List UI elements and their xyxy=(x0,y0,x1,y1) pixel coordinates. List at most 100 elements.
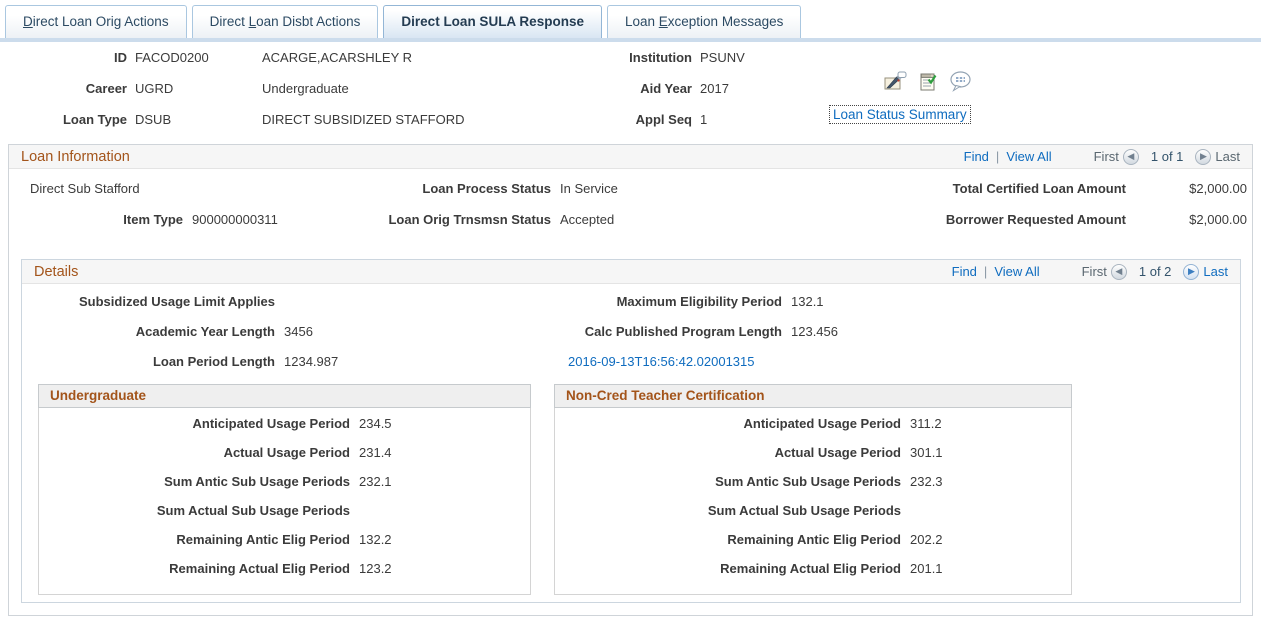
tab-loan-exception-messages[interactable]: Loan Exception Messages xyxy=(606,5,802,38)
details-panel: Details Find | View All First ◀ 1 of 2 ▶… xyxy=(21,259,1241,603)
item-type-value: 900000000311 xyxy=(192,212,278,227)
remaining-actual-value: 201.1 xyxy=(910,561,943,576)
loan-information-header: Loan Information Find | View All First ◀… xyxy=(9,145,1252,169)
field-row: Sum Antic Sub Usage Periods 232.3 xyxy=(555,474,1071,503)
loan-info-row-1: Direct Sub Stafford Loan Process Status … xyxy=(9,181,1252,212)
tab-label: Direct xyxy=(209,14,249,29)
remaining-actual-label: Remaining Actual Elig Period xyxy=(720,561,901,576)
loan-info-row-2: Item Type 900000000311 Loan Orig Trnsmsn… xyxy=(9,212,1252,243)
details-row-1: Subsidized Usage Limit Applies Maximum E… xyxy=(22,294,1240,324)
view-all-link[interactable]: View All xyxy=(1006,149,1052,164)
first-link[interactable]: First xyxy=(1093,149,1119,164)
aid-year-value: 2017 xyxy=(700,81,729,96)
anticipated-usage-label: Anticipated Usage Period xyxy=(192,416,350,431)
header-row-loan-type: Loan Type DSUB DIRECT SUBSIDIZED STAFFOR… xyxy=(0,112,1261,143)
first-link[interactable]: First xyxy=(1081,264,1107,279)
undergraduate-body: Anticipated Usage Period 234.5 Actual Usa… xyxy=(38,408,531,595)
tab-underline-strip xyxy=(0,38,1261,42)
maximum-eligibility-cell: Maximum Eligibility Period 132.1 xyxy=(542,294,1240,309)
details-record-nav: Find | View All First ◀ 1 of 2 ▶ Last xyxy=(951,263,1228,280)
tab-direct-loan-sula-response[interactable]: Direct Loan SULA Response xyxy=(383,5,602,38)
aid-year-label: Aid Year xyxy=(640,81,692,96)
calc-published-length-cell: Calc Published Program Length 123.456 xyxy=(542,324,1240,339)
last-link[interactable]: Last xyxy=(1215,149,1240,164)
sum-antic-sub-value: 232.1 xyxy=(359,474,392,489)
academic-year-length-cell: Academic Year Length 3456 xyxy=(22,324,542,339)
header-row-id: ID FACOD0200 ACARGE,ACARSHLEY R Institut… xyxy=(0,50,1261,81)
row-position: 1 of 1 xyxy=(1150,149,1184,164)
academic-year-length-label: Academic Year Length xyxy=(135,324,275,339)
calc-published-length-label: Calc Published Program Length xyxy=(584,324,782,339)
remaining-antic-label: Remaining Antic Elig Period xyxy=(176,532,350,547)
subsidized-usage-limit-label: Subsidized Usage Limit Applies xyxy=(79,294,275,309)
student-name: ACARGE,ACARSHLEY R xyxy=(262,50,413,65)
loan-type-value: DSUB xyxy=(135,112,172,127)
anticipated-usage-value: 234.5 xyxy=(359,416,392,431)
field-row: Anticipated Usage Period 311.2 xyxy=(555,416,1071,445)
sum-actual-sub-label: Sum Actual Sub Usage Periods xyxy=(156,503,350,518)
communication-icon[interactable] xyxy=(884,71,907,95)
details-body: Subsidized Usage Limit Applies Maximum E… xyxy=(22,284,1240,595)
usage-group-boxes: Undergraduate Anticipated Usage Period 23… xyxy=(38,384,1240,595)
details-row-3: Loan Period Length 1234.987 2016-09-13T1… xyxy=(22,354,1240,384)
loan-type-desc: DIRECT SUBSIDIZED STAFFORD xyxy=(262,112,465,127)
view-all-link[interactable]: View All xyxy=(994,264,1040,279)
item-type-cell: Item Type 900000000311 xyxy=(9,212,369,227)
tab-label: Direct Loan SULA Response xyxy=(401,14,584,29)
checklist-icon[interactable] xyxy=(919,71,937,95)
appl-seq-label: Appl Seq xyxy=(635,112,692,127)
undergraduate-title: Undergraduate xyxy=(38,384,531,408)
tab-accesskey: D xyxy=(23,14,33,29)
loan-status-summary-link[interactable]: Loan Status Summary xyxy=(829,105,971,124)
field-row: Anticipated Usage Period 234.5 xyxy=(39,416,530,445)
field-row: Remaining Antic Elig Period 132.2 xyxy=(39,532,530,561)
find-link[interactable]: Find xyxy=(963,149,989,164)
previous-row-icon[interactable]: ◀ xyxy=(1110,263,1127,280)
tab-bar: Direct Loan Orig Actions Direct Loan Dis… xyxy=(0,0,1261,38)
tab-accesskey: L xyxy=(248,14,257,29)
id-label: ID xyxy=(114,50,127,65)
subsidized-usage-cell: Subsidized Usage Limit Applies xyxy=(22,294,542,309)
remaining-antic-value: 132.2 xyxy=(359,532,392,547)
loan-orig-trnsmsn-value: Accepted xyxy=(560,212,615,227)
loan-type-label: Loan Type xyxy=(62,112,127,127)
field-row: Sum Actual Sub Usage Periods xyxy=(39,503,530,532)
tab-direct-loan-disbt-actions[interactable]: Direct Loan Disbt Actions xyxy=(191,5,379,38)
next-row-icon[interactable]: ▶ xyxy=(1183,263,1200,280)
timestamp-link[interactable]: 2016-09-13T16:56:42.02001315 xyxy=(568,354,755,369)
comments-icon[interactable] xyxy=(949,71,972,95)
field-row: Remaining Actual Elig Period 123.2 xyxy=(39,561,530,590)
total-certified-cell: Total Certified Loan Amount $2,000.00 xyxy=(769,181,1252,196)
find-link[interactable]: Find xyxy=(951,264,977,279)
loan-name-cell: Direct Sub Stafford xyxy=(9,181,369,196)
timestamp-cell: 2016-09-13T16:56:42.02001315 xyxy=(542,354,1240,369)
previous-row-icon[interactable]: ◀ xyxy=(1122,148,1139,165)
last-link[interactable]: Last xyxy=(1203,264,1228,279)
anticipated-usage-label: Anticipated Usage Period xyxy=(743,416,901,431)
institution-value: PSUNV xyxy=(700,50,745,65)
loan-period-length-value: 1234.987 xyxy=(284,354,339,369)
actual-usage-value: 231.4 xyxy=(359,445,392,460)
tab-direct-loan-orig-actions[interactable]: Direct Loan Orig Actions xyxy=(5,5,187,38)
loan-period-length-cell: Loan Period Length 1234.987 xyxy=(22,354,542,369)
actual-usage-label: Actual Usage Period xyxy=(774,445,901,460)
next-row-icon[interactable]: ▶ xyxy=(1195,148,1212,165)
field-row: Remaining Actual Elig Period 201.1 xyxy=(555,561,1071,590)
non-cred-teacher-group: Non-Cred Teacher Certification Anticipat… xyxy=(554,384,1072,595)
id-value: FACOD0200 xyxy=(135,50,209,65)
details-row-2: Academic Year Length 3456 Calc Published… xyxy=(22,324,1240,354)
loan-information-title: Loan Information xyxy=(21,148,130,165)
tab-label: Loan xyxy=(624,14,659,29)
actual-usage-label: Actual Usage Period xyxy=(223,445,350,460)
sum-actual-sub-label: Sum Actual Sub Usage Periods xyxy=(707,503,901,518)
loan-orig-trnsmsn-cell: Loan Orig Trnsmsn Status Accepted xyxy=(369,212,769,227)
sum-antic-sub-value: 232.3 xyxy=(910,474,943,489)
header-row-career: Career UGRD Undergraduate Aid Year 2017 xyxy=(0,81,1261,112)
maximum-eligibility-label: Maximum Eligibility Period xyxy=(616,294,782,309)
tab-accesskey: E xyxy=(658,14,668,29)
field-row: Sum Actual Sub Usage Periods xyxy=(555,503,1071,532)
item-type-label: Item Type xyxy=(123,212,183,227)
total-certified-value: $2,000.00 xyxy=(1189,181,1247,196)
maximum-eligibility-value: 132.1 xyxy=(791,294,824,309)
loan-information-body: Direct Sub Stafford Loan Process Status … xyxy=(9,169,1252,259)
